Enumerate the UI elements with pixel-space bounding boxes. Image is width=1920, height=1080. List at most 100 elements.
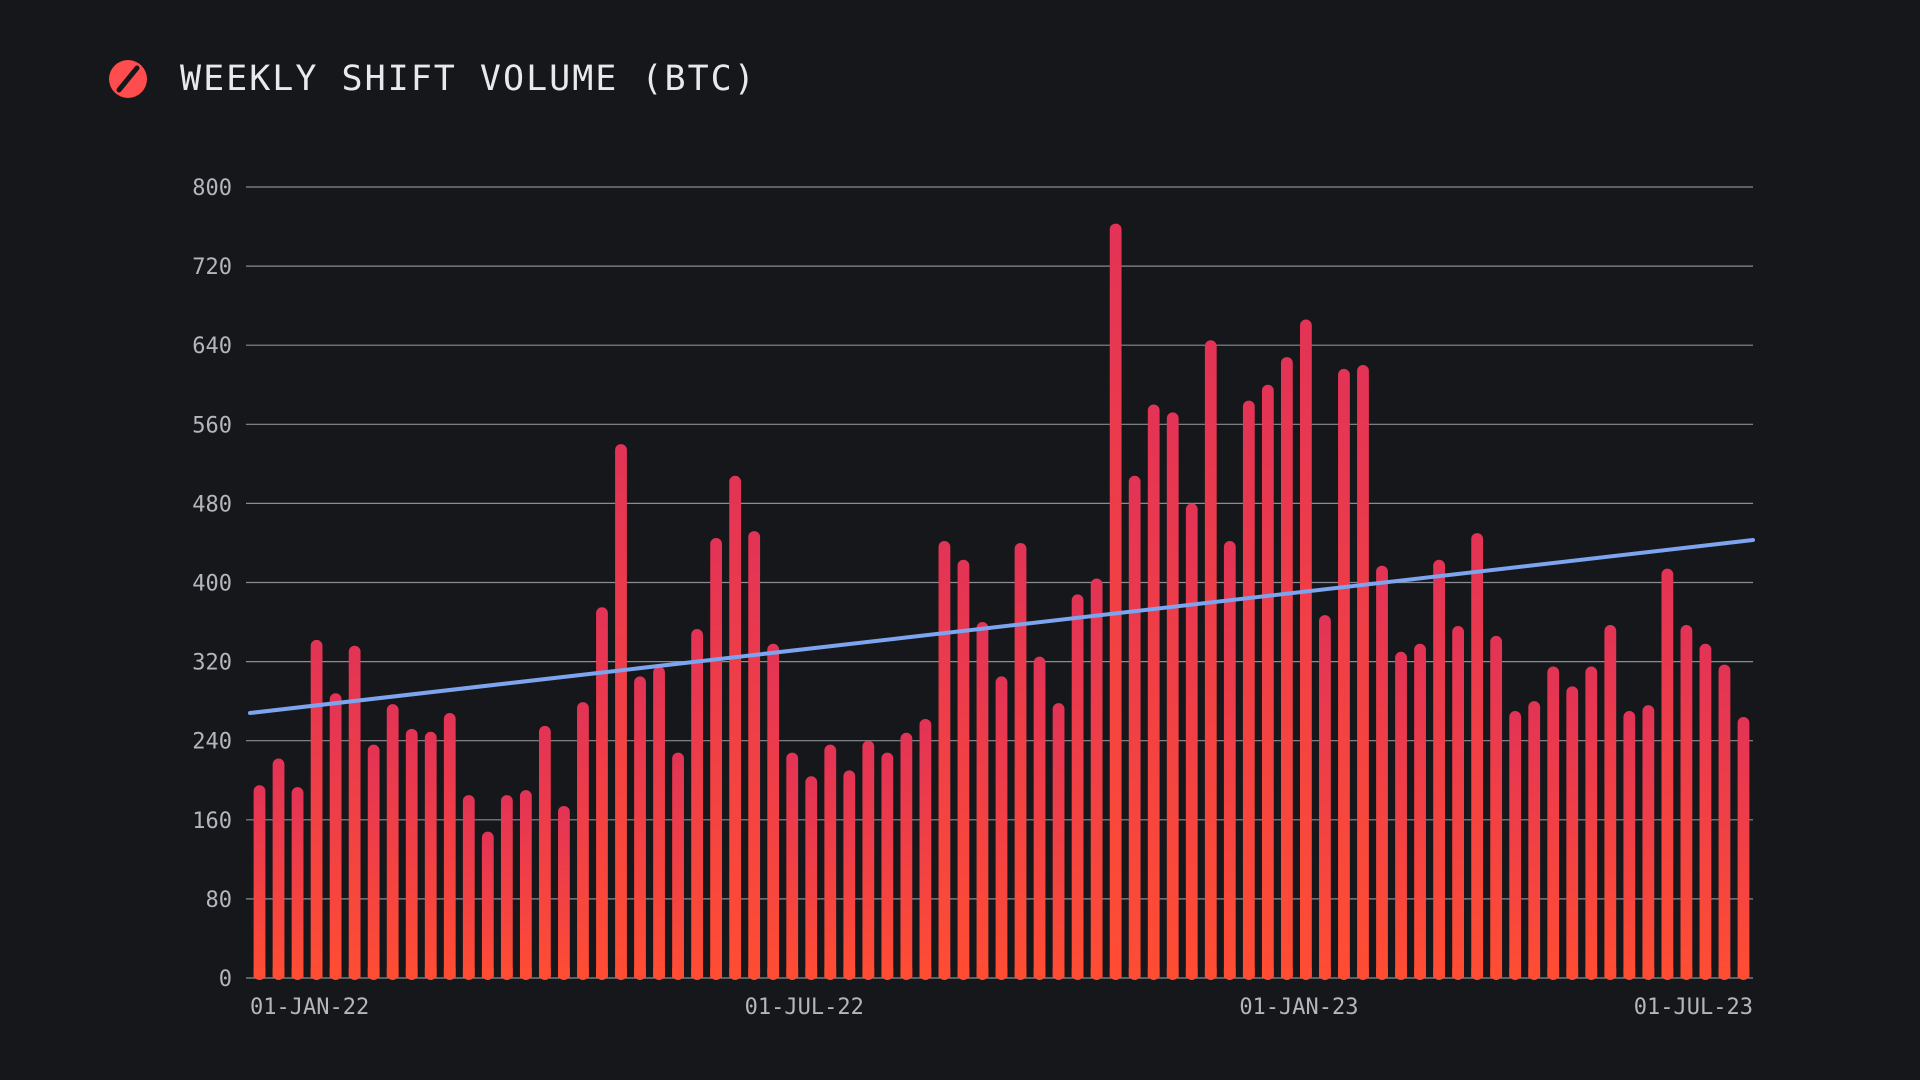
bar-base (1718, 968, 1731, 978)
bar (1414, 643, 1426, 980)
bars (253, 223, 1750, 981)
bar (596, 607, 608, 980)
bar (1680, 625, 1693, 980)
bar-base (596, 968, 608, 978)
bar (1166, 412, 1179, 980)
bar (938, 540, 951, 980)
chart-title: Weekly Shift Volume (BTC) (180, 59, 757, 99)
bar-base (957, 968, 970, 978)
bar (272, 758, 285, 980)
bar-base (462, 968, 475, 978)
bar-base (672, 968, 684, 978)
x-tick-label: 01-JAN-22 (250, 995, 369, 1020)
bar-base (1376, 968, 1388, 978)
bar-base (1071, 968, 1084, 978)
y-tick-label: 80 (206, 888, 233, 913)
bar-base (1090, 968, 1103, 978)
bar-base (1166, 968, 1179, 978)
bar-base (1661, 968, 1674, 978)
bar (348, 645, 361, 980)
bar-base (710, 968, 723, 978)
bar (386, 704, 399, 980)
x-tick-label: 01-JUL-22 (745, 995, 864, 1020)
bar-base (938, 968, 951, 978)
bar-base (1566, 968, 1579, 978)
bar (424, 731, 437, 980)
bar (1300, 319, 1312, 980)
bar (405, 728, 418, 980)
bar-base (691, 968, 703, 978)
bar (881, 752, 894, 980)
bar (519, 790, 532, 980)
bar (919, 718, 932, 980)
bar-base (1699, 968, 1712, 978)
bar (1718, 664, 1731, 980)
bar (291, 787, 304, 980)
bar-base (443, 968, 456, 978)
bar-base (1223, 968, 1236, 978)
bar-base (1109, 968, 1122, 978)
bar (1223, 540, 1236, 980)
bar (653, 666, 665, 980)
bar (500, 795, 513, 980)
bar (900, 732, 913, 980)
bar (862, 740, 875, 980)
y-axis-ticks: 0 80 160 240 320 400 480 560 640 720 800 (192, 176, 232, 992)
y-tick-label: 640 (192, 334, 232, 359)
bar-base (976, 968, 989, 978)
bar (634, 676, 646, 980)
bar (1090, 578, 1103, 980)
bar-base (291, 968, 304, 978)
bar-base (995, 968, 1008, 978)
bar-base (1014, 968, 1027, 978)
sideshift-logo-icon (109, 60, 147, 98)
bar (957, 559, 970, 980)
bar (1547, 666, 1560, 980)
bar-base (900, 968, 913, 978)
bar-base (843, 968, 856, 978)
bar-base (615, 968, 627, 978)
bar (1033, 656, 1046, 980)
bar-base (1319, 968, 1331, 978)
bar-base (1033, 968, 1046, 978)
bar (1280, 357, 1293, 980)
bar (538, 725, 551, 980)
bar-base (634, 968, 646, 978)
bar-base (1452, 968, 1465, 978)
bar (805, 776, 818, 980)
bar-base (1509, 968, 1522, 978)
x-axis-ticks: 01-JAN-22 01-JUL-22 01-JAN-23 01-JUL-23 (250, 995, 1753, 1020)
bar-base (519, 968, 532, 978)
bar (1509, 711, 1522, 980)
bar-base (1395, 968, 1407, 978)
bar-base (1604, 968, 1617, 978)
chart-header: Weekly Shift Volume (BTC) (108, 56, 757, 102)
bar-base (805, 968, 818, 978)
x-tick-label: 01-JAN-23 (1239, 995, 1358, 1020)
bar (1528, 701, 1541, 980)
bar-base (1242, 968, 1255, 978)
bar-base (1185, 968, 1198, 978)
bar (976, 622, 989, 980)
bar (1357, 364, 1369, 981)
bar (786, 752, 799, 980)
bar (1471, 533, 1484, 980)
bar (1395, 651, 1407, 980)
bar (329, 693, 342, 980)
bar-base (1623, 968, 1636, 978)
bar-base (1642, 968, 1655, 978)
bar (1014, 542, 1027, 980)
y-tick-label: 400 (192, 572, 232, 597)
bar (843, 770, 856, 980)
bar-base (1737, 968, 1750, 978)
bar (1071, 594, 1084, 980)
y-tick-label: 560 (192, 413, 232, 438)
bar (1490, 635, 1503, 980)
bar (1585, 666, 1598, 980)
bar-base (348, 968, 361, 978)
bar (310, 639, 323, 980)
bar (443, 713, 456, 980)
bar-base (1547, 968, 1560, 978)
bar (1642, 705, 1655, 980)
bar-base (405, 968, 418, 978)
